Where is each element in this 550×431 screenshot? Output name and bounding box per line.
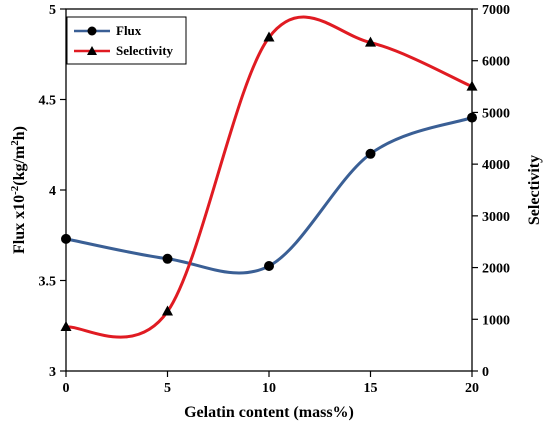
y-left-title-end: h) [11,126,28,140]
x-axis-title: Gelatin content (mass%) [184,404,354,421]
selectivity-point-0 [60,321,72,332]
y-right-tick-label-7: 7000 [482,3,510,18]
legend-selectivity-marker [87,46,97,55]
y-right-axis-title: Selectivity [526,155,543,225]
y-left-tick-label-2: 4 [49,184,56,199]
selectivity-point-3 [365,36,376,47]
y-left-axis-title: Flux x10-2(kg/m2h) [9,126,28,254]
selectivity-point-4 [466,80,478,91]
x-tick-label-2: 10 [262,381,276,396]
flux-point-3 [365,148,376,159]
legend: Flux Selectivity [66,16,187,65]
legend-selectivity-label: Selectivity [116,43,174,58]
flux-point-0 [61,233,71,244]
y-left-title-main: Flux x10 [11,195,28,254]
y-left-tick-label-3: 4.5 [39,94,57,109]
y-right-tick-label-0: 0 [482,365,489,380]
y-right-tick-label-6: 6000 [482,55,510,70]
flux-point-2 [264,261,274,272]
y-right-tick-label-1: 1000 [482,313,510,328]
y-right-tick-label-5: 5000 [482,106,510,121]
y-left-title-unit: (kg/m [11,145,28,186]
y-left-tick-label-1: 3.5 [39,275,57,290]
selectivity-point-2 [263,31,275,42]
y-left-tick-label-0: 3 [49,365,56,380]
legend-flux-marker [87,26,97,36]
y-left-title-sup: -2 [9,185,21,195]
series-layer [60,15,478,339]
y-left-tick-label-4: 5 [49,3,56,18]
selectivity-line [65,15,473,339]
y-right-tick-label-3: 3000 [482,210,510,225]
flux-line [65,116,473,275]
legend-box [66,16,187,65]
y-right-tick-label-2: 2000 [482,262,510,277]
y-right-tick-label-4: 4000 [482,158,510,173]
selectivity-point-1 [162,305,173,316]
flux-point-4 [467,112,477,123]
x-tick-label-4: 20 [465,381,479,396]
x-tick-label-3: 15 [364,381,378,396]
legend-flux-label: Flux [116,23,142,38]
x-tick-label-1: 5 [164,381,171,396]
y-left-title-unit-sup: 2 [9,140,21,146]
x-tick-label-0: 0 [63,381,70,396]
flux-point-1 [162,253,173,264]
ticks-layer: 0 5 10 15 20 3 3.5 4 4.5 5 0 1000 2000 3000 4000 5000 60… [39,3,511,396]
